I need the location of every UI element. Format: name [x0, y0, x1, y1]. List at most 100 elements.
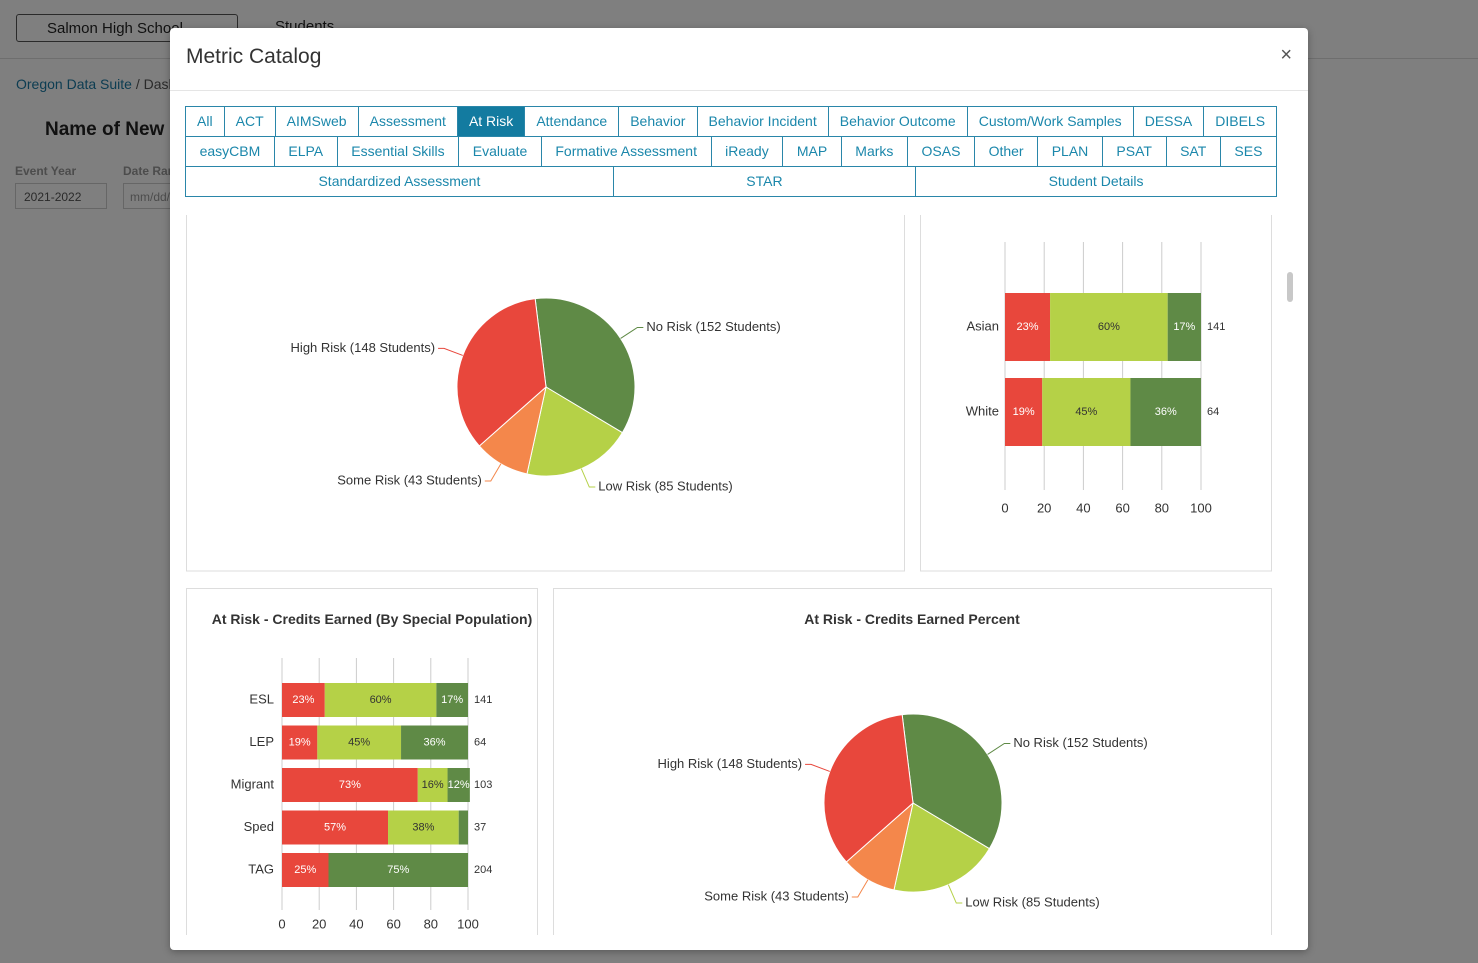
tab[interactable]: Other	[974, 136, 1039, 167]
leader-line	[947, 884, 963, 904]
segment-label: 23%	[292, 694, 314, 706]
total-label: 64	[1207, 406, 1219, 418]
y-tick-label: TAG	[248, 861, 274, 876]
tab[interactable]: ACT	[223, 106, 276, 137]
tab[interactable]: Assessment	[357, 106, 458, 137]
total-label: 141	[474, 694, 492, 706]
y-tick-label: White	[966, 403, 999, 418]
x-tick-label: 20	[312, 916, 326, 931]
close-button[interactable]: ×	[1280, 44, 1292, 66]
x-tick-label: 0	[278, 916, 285, 931]
slice-label: High Risk (148 Students)	[658, 756, 803, 771]
y-tick-label: LEP	[249, 734, 274, 749]
charts: No Risk (152 Students) Low Risk (85 Stude…	[186, 215, 1272, 935]
tab[interactable]: Essential Skills	[336, 136, 460, 167]
x-tick-label: 100	[1190, 500, 1212, 515]
slice-label: Low Risk (85 Students)	[598, 478, 732, 493]
x-tick-label: 20	[1037, 500, 1051, 515]
tab[interactable]: PLAN	[1037, 136, 1103, 167]
leader-line	[484, 463, 502, 482]
chart-title: At Risk - Credits Earned Percent	[804, 611, 1020, 627]
total-label: 64	[474, 736, 486, 748]
tab[interactable]: Attendance	[524, 106, 620, 137]
chart-title: At Risk - Credits Earned (By Special Pop…	[211, 611, 533, 627]
bar-segment	[282, 768, 418, 802]
tab[interactable]: iReady	[710, 136, 784, 167]
tab[interactable]: Behavior	[618, 106, 698, 137]
tab[interactable]: Behavior Outcome	[827, 106, 968, 137]
tab[interactable]: Student Details	[915, 166, 1277, 197]
segment-label: 60%	[1098, 321, 1120, 333]
tab[interactable]: At Risk	[456, 106, 526, 137]
segment-label: 45%	[348, 736, 370, 748]
leader-line	[438, 347, 463, 356]
x-tick-label: 80	[424, 916, 438, 931]
segment-label: 25%	[294, 864, 316, 876]
total-label: 37	[474, 821, 486, 833]
y-tick-label: Asian	[966, 318, 999, 333]
bar-segment	[1167, 293, 1201, 361]
tab-bar: All ACT AIMSweb Assessment At Risk Attendance…	[185, 106, 1278, 197]
segment-label: 60%	[370, 694, 392, 706]
bar-segment	[388, 810, 459, 845]
tab[interactable]: MAP	[782, 136, 842, 167]
y-tick-label: Migrant	[231, 776, 275, 791]
tab[interactable]: Marks	[840, 136, 908, 167]
leader-line	[620, 327, 644, 339]
leader-line	[580, 468, 596, 488]
tab[interactable]: Standardized Assessment	[185, 166, 614, 197]
slice-label: Some Risk (43 Students)	[704, 888, 849, 903]
scrollbar-thumb[interactable]	[1287, 272, 1293, 302]
bar-segment	[1042, 378, 1131, 446]
segment-label: 73%	[339, 779, 361, 791]
bar-segment	[1005, 378, 1043, 446]
tab[interactable]: All	[185, 106, 225, 137]
bar-segment	[458, 810, 468, 845]
segment-label: 12%	[448, 779, 470, 791]
tab[interactable]: OSAS	[906, 136, 976, 167]
tab[interactable]: STAR	[612, 166, 917, 197]
x-tick-label: 60	[1115, 500, 1129, 515]
segment-label: 23%	[1017, 321, 1039, 333]
tab[interactable]: SAT	[1165, 136, 1221, 167]
tab[interactable]: AIMSweb	[274, 106, 359, 137]
x-tick-label: 40	[1076, 500, 1090, 515]
tab[interactable]: SES	[1219, 136, 1277, 167]
bar-segment	[282, 725, 318, 760]
modal-title: Metric Catalog	[186, 45, 322, 68]
tab[interactable]: ELPA	[273, 136, 338, 167]
x-tick-label: 100	[457, 916, 479, 931]
bar-segment	[282, 683, 325, 717]
leader-line	[851, 879, 869, 898]
tab[interactable]: Formative Assessment	[540, 136, 712, 167]
slice-label: Low Risk (85 Students)	[965, 894, 1099, 909]
total-label: 103	[474, 779, 492, 791]
segment-label: 36%	[1155, 406, 1177, 418]
segment-label: 75%	[387, 864, 409, 876]
tab[interactable]: Custom/Work Samples	[966, 106, 1134, 137]
segment-label: 17%	[1173, 321, 1195, 333]
tab[interactable]: DESSA	[1132, 106, 1205, 137]
bar-segment	[324, 683, 437, 717]
pie-slice	[456, 298, 547, 447]
tab-row: easyCBM ELPA Essential Skills Evaluate Forma…	[185, 136, 1277, 167]
tab[interactable]: easyCBM	[185, 136, 275, 167]
bar-segment	[436, 683, 468, 717]
bar-segment	[282, 810, 389, 845]
total-label: 204	[474, 864, 492, 876]
tab[interactable]: Behavior Incident	[696, 106, 829, 137]
bar-segment	[282, 853, 329, 887]
slice-label: High Risk (148 Students)	[291, 340, 436, 355]
tab[interactable]: DIBELS	[1203, 106, 1278, 137]
x-tick-label: 40	[349, 916, 363, 931]
segment-label: 16%	[422, 779, 444, 791]
bar-segment	[1130, 378, 1201, 446]
divider	[170, 90, 1308, 91]
tab[interactable]: PSAT	[1101, 136, 1167, 167]
x-tick-label: 60	[386, 916, 400, 931]
y-tick-label: ESL	[249, 691, 274, 706]
segment-label: 19%	[289, 736, 311, 748]
tab[interactable]: Evaluate	[458, 136, 542, 167]
bar-segment	[447, 768, 470, 802]
bar-segment	[1050, 293, 1168, 361]
